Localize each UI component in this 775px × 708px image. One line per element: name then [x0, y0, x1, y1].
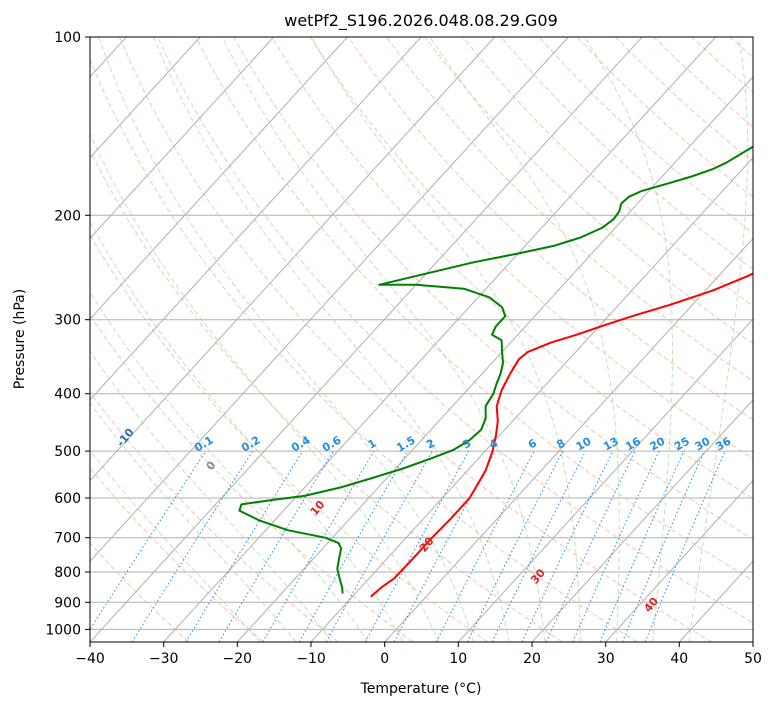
x-axis-ticks: −40 −30 −20 −10 0 10 20 30 40 50 — [75, 642, 762, 667]
moist-adiabat-line — [90, 402, 297, 642]
x-tick-label: −10 — [296, 651, 326, 667]
dry-adiabat-line — [195, 37, 753, 582]
mixing-ratio-line — [325, 450, 433, 642]
x-tick-label: 10 — [449, 651, 467, 667]
moist-adiabat-line — [90, 132, 439, 642]
isotherm-line — [457, 318, 753, 642]
y-tick-label: 900 — [54, 595, 81, 611]
dry-adiabats — [90, 37, 753, 642]
isotherm-line — [236, 76, 753, 642]
dry-adiabat-line — [424, 37, 753, 344]
isotherm-line — [90, 37, 422, 401]
y-tick-label: 1000 — [45, 622, 81, 638]
y-tick-label: 200 — [54, 208, 81, 224]
x-tick-label: 50 — [744, 651, 762, 667]
x-tick-label: 30 — [597, 651, 615, 667]
y-tick-label: 700 — [54, 531, 81, 547]
x-axis-label: Temperature (°C) — [360, 681, 482, 697]
isotherm-line — [90, 37, 275, 240]
dry-adiabat-line — [233, 37, 753, 540]
isotherm-line — [163, 37, 717, 642]
isotherm-line — [90, 37, 201, 159]
dry-adiabat-line — [118, 37, 712, 642]
x-tick-label: −30 — [149, 651, 179, 667]
profile-traces — [238, 145, 753, 598]
x-tick-label: −20 — [223, 651, 253, 667]
dewpoint-trace — [238, 145, 753, 594]
isotherm-line — [90, 37, 569, 562]
dry-adiabat-line — [90, 313, 414, 642]
dry-adiabat-line — [90, 149, 563, 642]
chart-labels: 0.1 0.2 0.4 0.6 1 1.5 2 3 4 6 8 10 13 16 20 25 30 36-1001… — [114, 426, 733, 615]
isotherm-line — [384, 237, 753, 642]
isotherm-line — [90, 37, 348, 320]
dry-adiabat-line — [309, 37, 753, 460]
dry-adiabat-line — [90, 58, 638, 642]
moist-adiabats — [90, 37, 749, 642]
isotherm-line — [90, 37, 496, 482]
x-tick-label: 40 — [670, 651, 688, 667]
mixing-ratio-line — [90, 450, 207, 631]
mixing-ratio-line — [393, 450, 496, 642]
y-tick-label: 300 — [54, 313, 81, 329]
mixing-ratio-line — [572, 450, 660, 642]
mixing-ratio-line — [467, 450, 564, 642]
moist-adiabat-line — [221, 37, 546, 642]
x-tick-label: −40 — [75, 651, 105, 667]
mixing-ratio-line — [621, 450, 705, 642]
moist-adiabat-line — [429, 37, 620, 642]
y-axis-ticks: 100 200 300 400 500 600 700 800 900 1000 — [45, 30, 90, 638]
y-axis-label: Pressure (hPa) — [12, 289, 28, 389]
y-tick-label: 800 — [54, 565, 81, 581]
x-tick-label: 20 — [523, 651, 541, 667]
isotherm-line — [90, 37, 643, 642]
isotherm-line — [605, 479, 753, 642]
moist-adiabat-line — [90, 449, 261, 642]
temperature-trace — [370, 272, 753, 598]
moist-adiabat-line — [688, 37, 749, 642]
moist-adiabat-line — [90, 220, 404, 642]
mixing-ratio-line — [644, 450, 726, 642]
mixing-ratio-line — [599, 450, 685, 642]
mixing-ratio-line — [185, 450, 304, 642]
y-tick-label: 600 — [54, 491, 81, 507]
dry-adiabat-line — [386, 37, 753, 382]
y-tick-label: 400 — [54, 387, 81, 403]
skewed-isotherms — [90, 37, 753, 642]
plot-frame — [89, 36, 754, 643]
dry-adiabat-line — [271, 37, 753, 500]
isotherm-line — [531, 399, 753, 642]
moist-adiabat-line — [90, 290, 369, 642]
x-tick-label: 0 — [380, 651, 389, 667]
moist-adiabat-line — [98, 37, 475, 642]
moist-adiabat-line — [152, 37, 510, 642]
mixing-ratio-line — [131, 450, 254, 642]
moist-adiabat-line — [584, 37, 673, 642]
chart-title: wetPf2_S196.2026.048.08.29.G09 — [284, 11, 558, 31]
y-tick-label: 500 — [54, 444, 81, 460]
y-tick-label: 100 — [54, 30, 81, 46]
dry-adiabat-line — [157, 37, 753, 624]
